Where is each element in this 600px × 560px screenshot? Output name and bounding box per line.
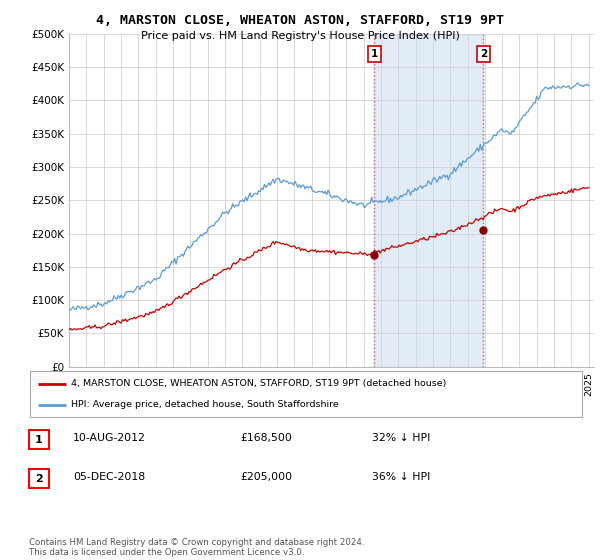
Text: 2: 2	[35, 474, 43, 484]
Text: 05-DEC-2018: 05-DEC-2018	[73, 472, 145, 482]
Text: 36% ↓ HPI: 36% ↓ HPI	[372, 472, 430, 482]
Text: 10-AUG-2012: 10-AUG-2012	[73, 433, 146, 443]
Text: 1: 1	[35, 435, 43, 445]
Text: HPI: Average price, detached house, South Staffordshire: HPI: Average price, detached house, Sout…	[71, 400, 339, 409]
Text: 32% ↓ HPI: 32% ↓ HPI	[372, 433, 430, 443]
Text: Price paid vs. HM Land Registry's House Price Index (HPI): Price paid vs. HM Land Registry's House …	[140, 31, 460, 41]
FancyBboxPatch shape	[29, 430, 49, 449]
Text: £168,500: £168,500	[240, 433, 292, 443]
Text: £205,000: £205,000	[240, 472, 292, 482]
Text: Contains HM Land Registry data © Crown copyright and database right 2024.
This d: Contains HM Land Registry data © Crown c…	[29, 538, 364, 557]
FancyBboxPatch shape	[30, 371, 582, 417]
Text: 2: 2	[480, 49, 487, 59]
Bar	[374, 34, 484, 367]
Text: 4, MARSTON CLOSE, WHEATON ASTON, STAFFORD, ST19 9PT (detached house): 4, MARSTON CLOSE, WHEATON ASTON, STAFFOR…	[71, 379, 447, 388]
Text: 1: 1	[370, 49, 378, 59]
FancyBboxPatch shape	[29, 469, 49, 488]
Text: 4, MARSTON CLOSE, WHEATON ASTON, STAFFORD, ST19 9PT: 4, MARSTON CLOSE, WHEATON ASTON, STAFFOR…	[96, 14, 504, 27]
